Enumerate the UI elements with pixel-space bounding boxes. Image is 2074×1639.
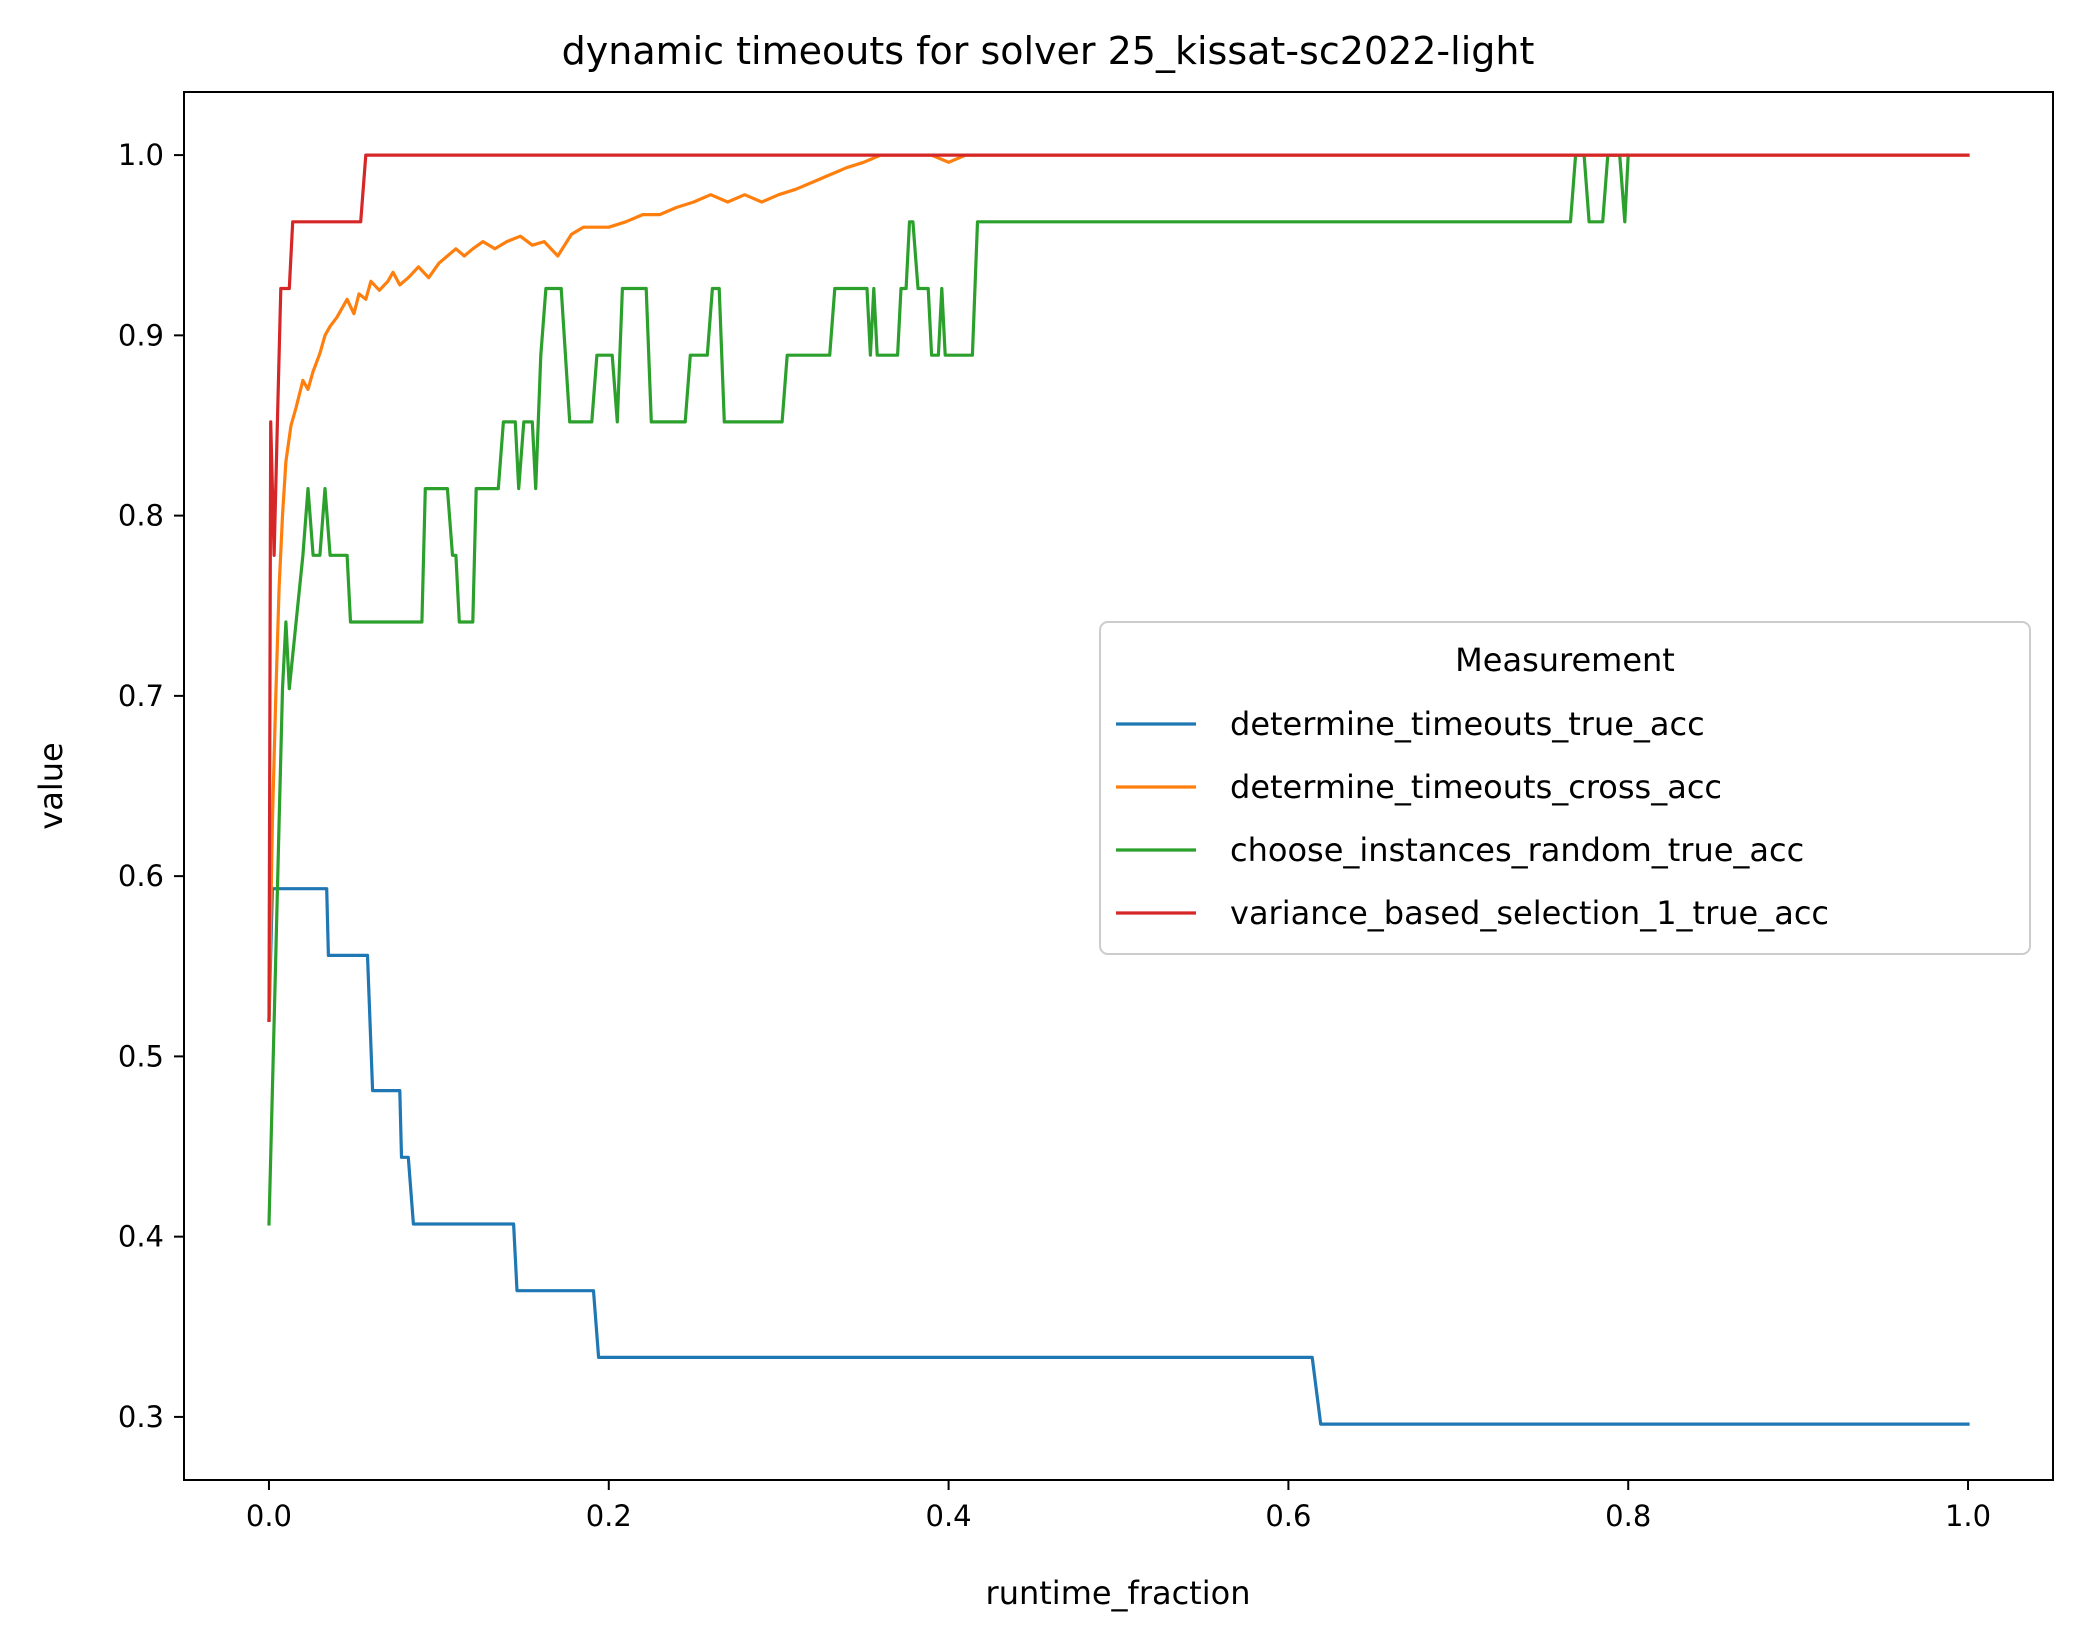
series-line-2 xyxy=(267,153,1970,1022)
series-line-3 xyxy=(267,153,1630,1226)
legend-title: Measurement xyxy=(1455,641,1675,679)
x-axis-ticks: 0.0 0.2 0.4 0.6 0.8 1.0 xyxy=(246,1480,1991,1533)
y-tick-label: 0.8 xyxy=(118,499,164,533)
x-tick-label: 0.6 xyxy=(1265,1499,1311,1533)
series-layer xyxy=(267,153,1970,1426)
y-tick-label: 0.6 xyxy=(118,859,164,893)
y-tick-label: 0.3 xyxy=(118,1400,164,1434)
x-tick-label: 0.8 xyxy=(1605,1499,1651,1533)
legend-label-4: variance_based_selection_1_true_acc xyxy=(1230,894,1829,932)
series-line-4 xyxy=(267,153,1970,1022)
x-tick-label: 1.0 xyxy=(1945,1499,1991,1533)
y-tick-label: 0.4 xyxy=(118,1220,164,1254)
legend-label-3: choose_instances_random_true_acc xyxy=(1230,831,1804,869)
x-tick-label: 0.0 xyxy=(246,1499,292,1533)
x-tick-label: 0.4 xyxy=(926,1499,972,1533)
series-line-1 xyxy=(267,887,1970,1426)
y-tick-label: 0.9 xyxy=(118,318,164,352)
x-axis-label: runtime_fraction xyxy=(986,1574,1251,1612)
legend: Measurement determine_timeouts_true_accd… xyxy=(1099,621,2031,955)
chart-title: dynamic timeouts for solver 25_kissat-sc… xyxy=(562,29,1535,73)
y-tick-label: 1.0 xyxy=(118,138,164,172)
x-tick-label: 0.2 xyxy=(586,1499,632,1533)
y-axis-label: value xyxy=(32,742,70,829)
legend-label-1: determine_timeouts_true_acc xyxy=(1230,705,1705,743)
legend-label-2: determine_timeouts_cross_acc xyxy=(1230,768,1722,806)
legend-box xyxy=(1099,621,2031,955)
y-tick-label: 0.5 xyxy=(118,1039,164,1073)
plot-area-frame xyxy=(183,91,2054,1481)
y-axis-ticks: 0.3 0.4 0.5 0.6 0.7 0.8 0.9 1.0 xyxy=(118,138,184,1434)
y-tick-label: 0.7 xyxy=(118,679,164,713)
legend-entries: determine_timeouts_true_acc determine_tim… xyxy=(1116,705,1829,932)
